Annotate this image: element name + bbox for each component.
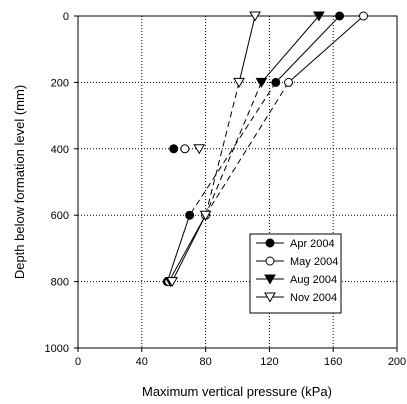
x-tick-label: 0	[75, 356, 81, 368]
legend-marker	[265, 238, 275, 248]
y-tick-label: 200	[51, 77, 69, 89]
data-point	[271, 77, 281, 87]
x-tick-label: 40	[136, 356, 148, 368]
series-segment	[238, 15, 256, 83]
data-point	[359, 11, 369, 21]
data-point	[335, 11, 345, 21]
x-axis-title: Maximum vertical pressure (kPa)	[142, 384, 332, 399]
y-axis-title: Depth below formation level (mm)	[12, 85, 27, 279]
series-segment	[189, 82, 277, 216]
y-tick-label: 0	[63, 11, 69, 23]
x-tick-label: 200	[388, 356, 406, 368]
legend-marker	[264, 274, 276, 285]
data-point	[255, 77, 268, 88]
legend-marker	[265, 256, 275, 266]
series-lines	[166, 15, 364, 282]
series-segment	[205, 82, 240, 216]
series-segment	[171, 214, 207, 282]
series-segment	[205, 82, 262, 216]
data-point	[185, 210, 195, 220]
data-point	[312, 11, 325, 22]
x-tick-label: 80	[199, 356, 211, 368]
series-segment	[205, 82, 289, 216]
data-point	[166, 277, 178, 288]
data-point	[284, 77, 294, 87]
x-tick-label: 160	[324, 356, 342, 368]
data-point	[180, 144, 190, 154]
legend: Apr 2004 May 2004 Aug 2004 Nov 2004	[249, 233, 342, 314]
axis-ticks: 0 40 80 120 160 200 0 200 400 600 800 1000	[45, 11, 407, 368]
data-point	[169, 144, 179, 154]
legend-label: May 2004	[290, 256, 338, 268]
series-segment	[166, 215, 191, 282]
x-tick-label: 120	[260, 356, 278, 368]
y-tick-label: 600	[51, 210, 69, 222]
data-points	[162, 11, 369, 288]
legend-label: Nov 2004	[290, 292, 337, 304]
legend-label: Aug 2004	[290, 274, 337, 286]
y-tick-label: 400	[51, 144, 69, 156]
data-point	[233, 77, 245, 88]
series-segment	[288, 15, 364, 83]
plot-frame	[77, 15, 398, 349]
legend-marker	[264, 292, 276, 303]
data-point	[193, 144, 206, 155]
legend-box	[249, 233, 342, 314]
data-point	[199, 210, 212, 221]
series-segment	[275, 15, 340, 83]
y-tick-label: 800	[51, 277, 69, 289]
data-point	[249, 11, 261, 22]
legend-label: Apr 2004	[290, 238, 335, 250]
series-segment	[261, 15, 320, 83]
y-tick-label: 1000	[45, 343, 69, 355]
grid-lines	[78, 16, 397, 348]
